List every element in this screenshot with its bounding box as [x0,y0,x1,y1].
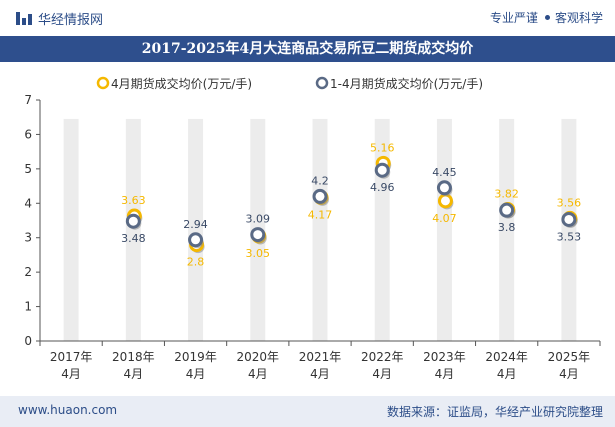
separator-dot-icon [544,15,550,20]
x-tick-label: 4月 [61,367,81,381]
data-label-april: 2.8 [187,256,205,269]
x-tick-label: 2019年 [174,350,217,364]
data-label-jan-apr: 3.09 [246,213,271,226]
data-label-april: 5.16 [370,141,395,154]
x-tick-label: 2017年 [50,350,93,364]
x-tick-label: 4月 [435,367,455,381]
x-tick-label: 4月 [248,367,268,381]
x-tick-label: 4月 [559,367,579,381]
point-jan-apr [250,227,266,243]
legend-marker [96,76,110,90]
legend-marker [315,76,329,90]
website-url: www.huaon.com [18,403,118,417]
x-tick-label: 2025年 [548,350,591,364]
slogan-tag: 客观科学 [554,11,603,25]
chart-title: 2017-2025年4月大连商品交易所豆二期货成交均价 [141,41,474,57]
x-tick-label: 2021年 [299,350,342,364]
background-column [499,118,515,341]
x-tick-label: 2022年 [361,350,404,364]
data-label-jan-apr: 4.96 [370,181,395,194]
slogan: 专业严谨 客观科学 [490,9,603,26]
brand-name: 华经情报网 [38,13,104,28]
data-label-april: 3.82 [494,187,519,200]
x-tick-label: 4月 [372,367,392,381]
data-label-jan-apr: 2.94 [183,218,208,231]
x-tick-label: 4月 [497,367,517,381]
y-tick-label: 3 [24,231,32,245]
title-bar [0,36,615,62]
point-jan-apr [561,211,577,227]
x-tick-label: 2023年 [423,350,466,364]
top-bar: 华经情报网 专业严谨 客观科学 [0,0,615,36]
slogan-tag: 专业严谨 [489,11,538,25]
x-tick-label: 4月 [310,367,330,381]
footer-bar [0,396,615,427]
y-tick-label: 5 [24,162,32,176]
background-column [188,118,204,341]
data-source: 数据来源：证监局，华经产业研究院整理 [386,405,603,419]
background-column [312,118,328,341]
data-label-april: 4.07 [432,212,457,225]
data-label-jan-apr: 3.53 [557,230,582,243]
data-label-april: 3.05 [246,247,271,260]
y-tick-label: 4 [24,196,32,210]
x-tick-label: 4月 [186,367,206,381]
y-tick-label: 6 [24,127,32,141]
x-tick-label: 4月 [124,367,144,381]
point-jan-apr [125,213,141,229]
data-label-april: 3.63 [121,194,146,207]
x-tick-label: 2024年 [485,350,528,364]
bar-chart-logo-icon [16,12,32,25]
point-jan-apr [188,232,204,248]
data-label-april: 4.17 [308,208,333,221]
y-tick-label: 2 [24,265,32,279]
point-april [437,193,453,209]
data-label-jan-apr: 4.2 [311,174,329,187]
data-label-jan-apr: 3.48 [121,232,146,245]
background-column [561,118,577,341]
background-column [63,118,79,341]
legend-label: 4月期货成交均价(万元/手) [111,76,252,91]
data-label-april: 3.56 [557,196,582,209]
chart-area: 0 1 2 3 4 5 6 7 2017年 4月 2018年 4月 2019年 4月 2020年 4月 2021… [24,76,601,381]
y-tick-label: 7 [24,93,32,107]
background-column [125,118,141,341]
background-column [436,118,452,341]
y-tick-label: 1 [24,300,32,314]
point-jan-apr [312,188,328,204]
point-jan-apr [499,202,515,218]
point-jan-apr [436,180,452,196]
x-tick-label: 2020年 [237,350,280,364]
point-jan-apr [374,162,390,178]
y-tick-label: 0 [24,334,32,348]
data-label-jan-apr: 3.8 [498,221,516,234]
legend-label: 1-4月期货成交均价(万元/手) [330,76,483,91]
x-tick-label: 2018年 [112,350,155,364]
data-label-jan-apr: 4.45 [432,166,457,179]
